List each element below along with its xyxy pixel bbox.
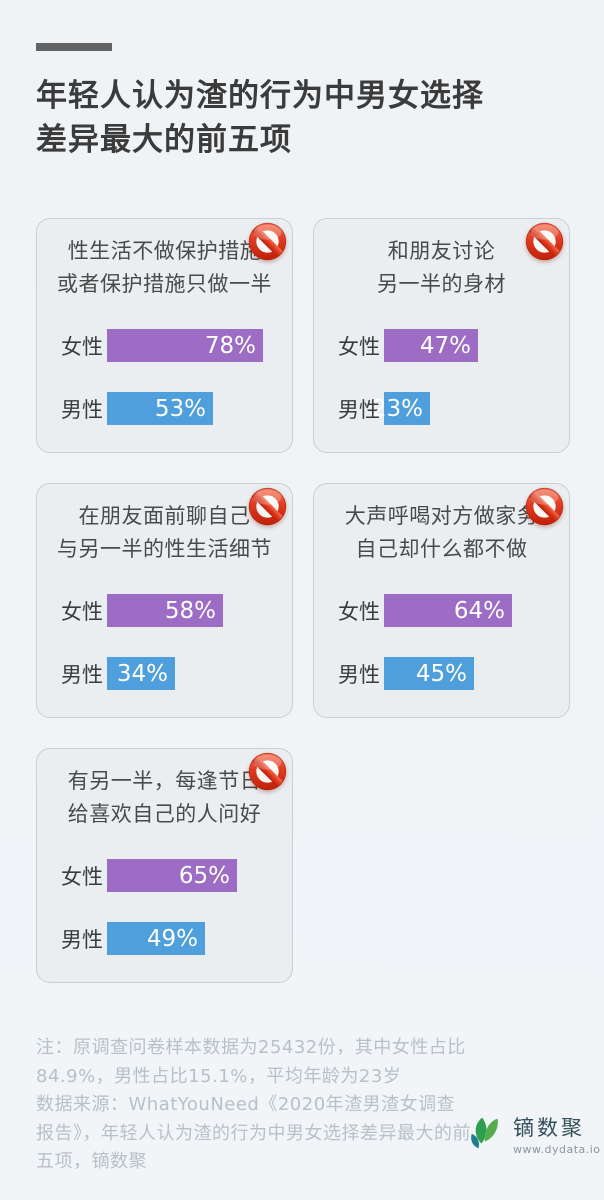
behavior-card: 和朋友讨论另一半的身材 女性 47% 男性 23% (313, 218, 570, 453)
male-label: 男性 (338, 397, 380, 422)
female-row: 女性 58% (61, 594, 223, 627)
card-title-line1: 和朋友讨论 (387, 239, 496, 263)
female-label: 女性 (338, 599, 380, 624)
male-bar: 23% (372, 392, 430, 425)
male-label: 男性 (338, 662, 380, 687)
female-value: 64% (453, 597, 505, 624)
male-bar: 34% (107, 657, 175, 690)
page-title-line1: 年轻人认为渣的行为中男女选择 (36, 78, 484, 114)
female-value: 78% (204, 332, 256, 359)
female-label: 女性 (338, 334, 380, 359)
behavior-card: 性生活不做保护措施 或者保护措施只做一半 女性 78% 男性 53% (36, 218, 293, 453)
male-label: 男性 (61, 927, 103, 952)
page-title-line2: 差异最大的前五项 (36, 122, 292, 158)
card-title-line2: 或者保护措施只做一半 (57, 272, 272, 296)
prohibition-icon (247, 751, 288, 792)
card-title-line1: 大声呼喝对方做家务 (344, 504, 539, 528)
male-value: 34% (116, 660, 168, 687)
card-title-line1: 在朋友面前聊自己 (78, 504, 251, 528)
female-value: 58% (164, 597, 216, 624)
card-title: 性生活不做保护措施 或者保护措施只做一半 (37, 235, 292, 301)
male-value: 23% (371, 395, 423, 422)
female-row: 女性 65% (61, 859, 237, 892)
leaf-logo-icon (466, 1110, 508, 1158)
male-value: 45% (415, 660, 467, 687)
female-bar: 78% (107, 329, 263, 362)
title-accent-dash (36, 43, 112, 51)
female-label: 女性 (61, 599, 103, 624)
prohibition-icon (524, 486, 565, 527)
prohibition-icon (524, 221, 565, 262)
female-row: 女性 64% (338, 594, 512, 627)
female-bar: 58% (107, 594, 223, 627)
card-title: 大声呼喝对方做家务 自己却什么都不做 (314, 500, 569, 566)
male-row: 男性 49% (61, 922, 205, 955)
card-title-line2: 自己却什么都不做 (355, 537, 528, 561)
footer-note: 注：原调查问卷样本数据为25432份，其中女性占比84.9%，男性占比15.1%… (36, 1037, 466, 1087)
female-bar: 64% (384, 594, 512, 627)
card-title-line2: 另一半的身材 (377, 272, 506, 296)
behavior-card: 在朋友面前聊自己 与另一半的性生活细节 女性 58% 男性 34% (36, 483, 293, 718)
behavior-card: 有另一半，每逢节日 给喜欢自己的人问好 女性 65% 男性 49% (36, 748, 293, 983)
card-title: 在朋友面前聊自己 与另一半的性生活细节 (37, 500, 292, 566)
female-label: 女性 (61, 864, 103, 889)
female-bar: 47% (384, 329, 478, 362)
card-title: 和朋友讨论另一半的身材 (314, 235, 569, 301)
card-title-line1: 有另一半，每逢节日 (67, 769, 262, 793)
male-bar: 45% (384, 657, 474, 690)
behavior-card: 大声呼喝对方做家务 自己却什么都不做 女性 64% 男性 45% (313, 483, 570, 718)
female-value: 47% (419, 332, 471, 359)
male-bar: 53% (107, 392, 213, 425)
male-row: 男性 45% (338, 657, 474, 690)
card-title-line2: 给喜欢自己的人问好 (67, 802, 262, 826)
female-label: 女性 (61, 334, 103, 359)
male-bar: 49% (107, 922, 205, 955)
footer-source: 数据来源：WhatYouNeed《2020年渣男渣女调查报告》，年轻人认为渣的行… (36, 1094, 471, 1172)
female-value: 65% (178, 862, 230, 889)
male-value: 49% (146, 925, 198, 952)
cards-grid: 性生活不做保护措施 或者保护措施只做一半 女性 78% 男性 53% (36, 218, 570, 983)
card-title: 有另一半，每逢节日 给喜欢自己的人问好 (37, 765, 292, 831)
male-row: 男性 23% (338, 392, 430, 425)
male-row: 男性 34% (61, 657, 175, 690)
male-label: 男性 (61, 397, 103, 422)
female-row: 女性 78% (61, 329, 263, 362)
female-bar: 65% (107, 859, 237, 892)
male-row: 男性 53% (61, 392, 213, 425)
male-value: 53% (154, 395, 206, 422)
brand-logo: 镝数聚 www.dydata.io (466, 1110, 601, 1158)
brand-text-block: 镝数聚 www.dydata.io (513, 1112, 601, 1156)
page-title: 年轻人认为渣的行为中男女选择 差异最大的前五项 (36, 74, 484, 162)
brand-name: 镝数聚 (513, 1116, 585, 1140)
female-row: 女性 47% (338, 329, 478, 362)
prohibition-icon (247, 486, 288, 527)
prohibition-icon (247, 221, 288, 262)
footer-notes: 注：原调查问卷样本数据为25432份，其中女性占比84.9%，男性占比15.1%… (36, 1034, 472, 1177)
card-title-line2: 与另一半的性生活细节 (57, 537, 272, 561)
male-label: 男性 (61, 662, 103, 687)
brand-url: www.dydata.io (513, 1143, 601, 1156)
card-title-line1: 性生活不做保护措施 (67, 239, 262, 263)
